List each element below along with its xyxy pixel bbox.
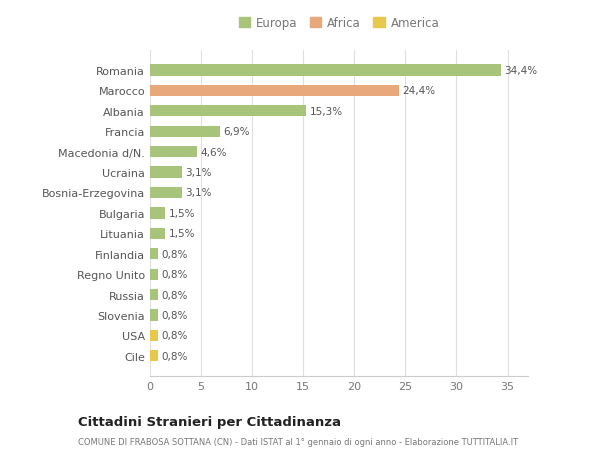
Bar [150, 269, 158, 280]
Text: 4,6%: 4,6% [200, 147, 227, 157]
Bar [150, 330, 158, 341]
Text: 15,3%: 15,3% [310, 106, 343, 117]
Text: 0,8%: 0,8% [161, 310, 188, 320]
Text: 1,5%: 1,5% [169, 229, 195, 239]
Text: 0,8%: 0,8% [161, 351, 188, 361]
Bar [150, 86, 399, 97]
Bar [150, 228, 166, 240]
Bar [150, 208, 166, 219]
Bar [150, 289, 158, 301]
Legend: Europa, Africa, America: Europa, Africa, America [239, 17, 439, 30]
Bar [150, 350, 158, 362]
Bar [150, 106, 307, 117]
Bar [150, 147, 197, 158]
Text: Cittadini Stranieri per Cittadinanza: Cittadini Stranieri per Cittadinanza [78, 415, 341, 428]
Text: 0,8%: 0,8% [161, 269, 188, 280]
Bar [150, 126, 220, 138]
Text: 3,1%: 3,1% [185, 188, 211, 198]
Bar [150, 65, 502, 77]
Text: 24,4%: 24,4% [403, 86, 436, 96]
Text: 0,8%: 0,8% [161, 290, 188, 300]
Text: 1,5%: 1,5% [169, 208, 195, 218]
Text: 3,1%: 3,1% [185, 168, 211, 178]
Text: 0,8%: 0,8% [161, 330, 188, 341]
Text: COMUNE DI FRABOSA SOTTANA (CN) - Dati ISTAT al 1° gennaio di ogni anno - Elabora: COMUNE DI FRABOSA SOTTANA (CN) - Dati IS… [78, 437, 518, 446]
Bar [150, 310, 158, 321]
Bar [150, 187, 182, 199]
Text: 6,9%: 6,9% [224, 127, 250, 137]
Text: 34,4%: 34,4% [505, 66, 538, 76]
Bar [150, 249, 158, 260]
Bar [150, 167, 182, 178]
Text: 0,8%: 0,8% [161, 249, 188, 259]
